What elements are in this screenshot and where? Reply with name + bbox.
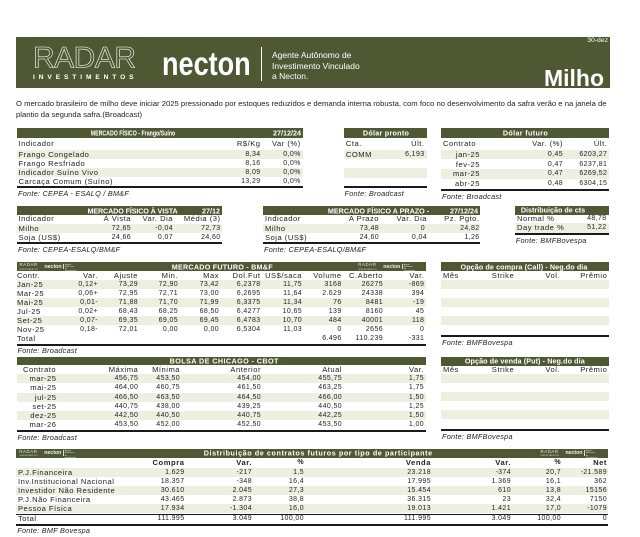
svg-text:RADAR: RADAR <box>33 45 136 75</box>
svg-text:INVESTIMENTOS: INVESTIMENTOS <box>33 74 137 81</box>
